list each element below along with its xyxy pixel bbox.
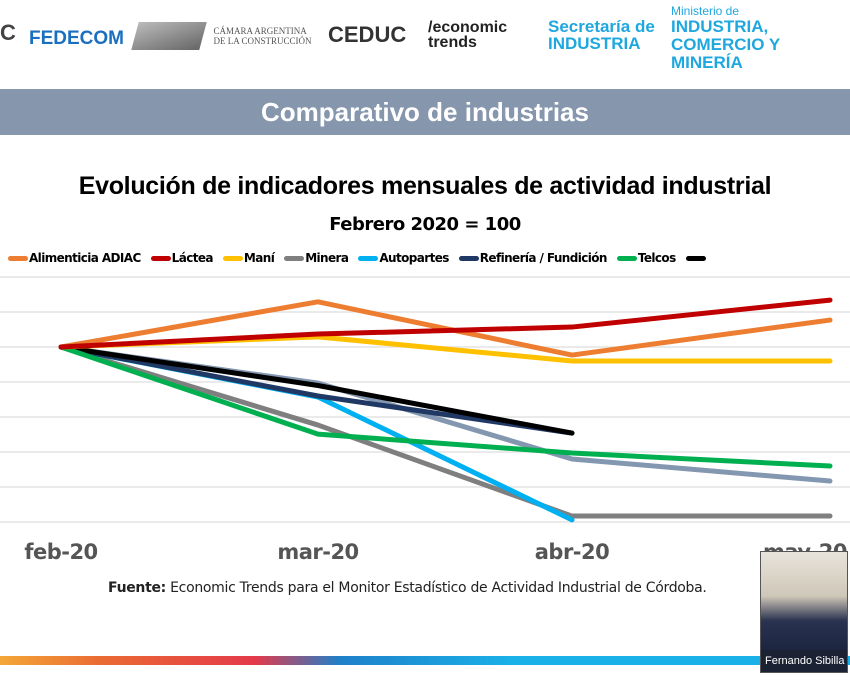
- legend-label: Telcos: [637, 251, 676, 265]
- slide-header-band: Comparativo de industrias: [0, 89, 850, 135]
- participant-name: Fernando Sibilla: [765, 655, 845, 667]
- legend-swatch: [150, 255, 171, 261]
- camara-text: CÁMARA ARGENTINA DE LA CONSTRUCCIÓN: [213, 26, 312, 46]
- logo-fragment: C: [0, 20, 16, 45]
- legend-swatch: [616, 255, 637, 261]
- series-line-refiner-a-fundici-n: [58, 344, 575, 436]
- legend-label: Autopartes: [379, 251, 449, 265]
- series-line-unnamed-7: [58, 344, 575, 436]
- ministerio-small: Ministerio de: [671, 4, 740, 18]
- legend-item: [685, 251, 707, 265]
- series-line-telcos: [58, 344, 833, 469]
- ceduc-logo: CEDUC: [328, 22, 407, 47]
- legend-swatch: [284, 255, 305, 261]
- chart-legend: Alimenticia ADIAC Láctea Maní Minera Autopar…: [8, 251, 848, 265]
- legend-label: Minera: [305, 251, 349, 265]
- legend-item: Telcos: [616, 251, 676, 265]
- economic-trends-logo: /economic trends: [428, 19, 508, 51]
- ministerio-logo: INDUSTRIA, COMERCIO Y MINERÍA: [671, 17, 780, 72]
- legend-swatch: [222, 255, 243, 261]
- chart-title: Evolución de indicadores mensuales de ac…: [78, 172, 772, 200]
- source-note: Fuente: Economic Trends para el Monitor …: [108, 580, 707, 596]
- legend-item: Alimenticia ADIAC: [8, 251, 141, 265]
- legend-item: Minera: [284, 251, 349, 265]
- legend-swatch: [358, 255, 379, 261]
- legend-label: Refinería / Fundición: [479, 251, 608, 265]
- sponsor-logos: C FEDECOM CÁMARA ARGENTINA DE LA CONSTRU…: [0, 0, 850, 85]
- series-line-l-ctea: [58, 297, 833, 350]
- video-feed: [761, 552, 847, 650]
- series-line-minera: [58, 344, 833, 519]
- source-text: Economic Trends para el Monitor Estadíst…: [165, 580, 707, 596]
- legend-label: Alimenticia ADIAC: [29, 251, 141, 265]
- legend-swatch: [685, 255, 706, 261]
- x-tick-label: feb-20: [24, 540, 98, 564]
- legend-item: Maní: [222, 251, 275, 265]
- participant-video-thumbnail[interactable]: Fernando Sibilla: [760, 551, 848, 673]
- chart-subtitle: Febrero 2020 = 100: [329, 214, 521, 235]
- source-label: Fuente:: [108, 580, 166, 596]
- legend-swatch: [458, 255, 479, 261]
- legend-label: Maní: [243, 251, 275, 265]
- legend-item: Autopartes: [358, 251, 449, 265]
- fedecom-logo: FEDECOM: [29, 28, 124, 49]
- legend-swatch: [8, 255, 28, 261]
- x-tick-label: abr-20: [534, 540, 610, 564]
- slide-header: Comparativo de industrias: [261, 96, 589, 127]
- x-tick-label: mar-20: [277, 540, 359, 564]
- legend-item: Refinería / Fundición: [458, 251, 608, 265]
- legend-label: Láctea: [171, 251, 214, 265]
- camara-construccion-logo: CÁMARA ARGENTINA DE LA CONSTRUCCIÓN: [131, 22, 312, 50]
- legend-item: Láctea: [150, 251, 214, 265]
- secretaria-industria-logo: Secretaría de INDUSTRIA: [548, 17, 655, 53]
- decorative-stripe: [0, 656, 850, 665]
